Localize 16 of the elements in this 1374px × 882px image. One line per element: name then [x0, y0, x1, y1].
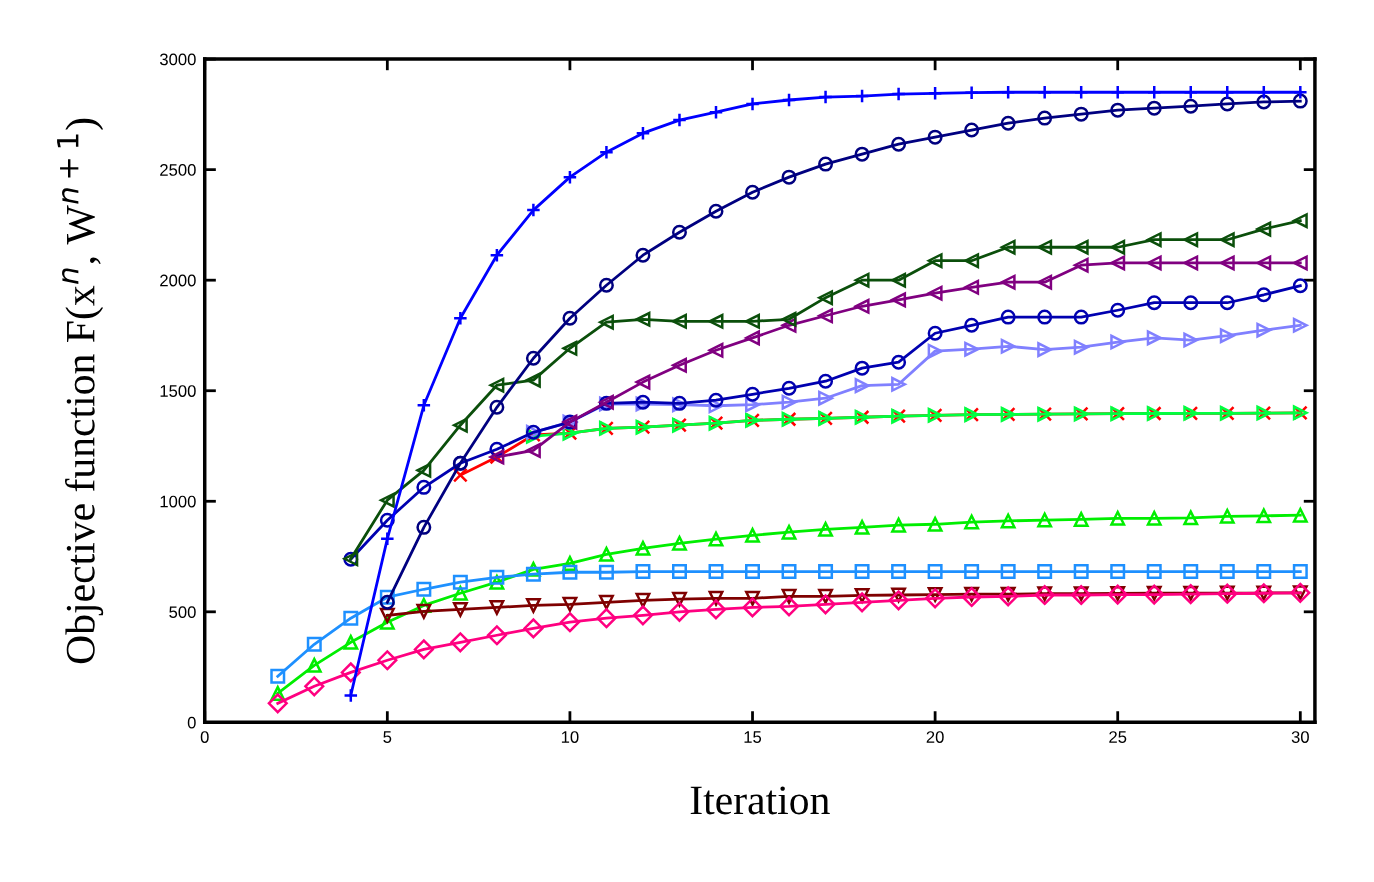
- y-tick-label: 0: [187, 716, 196, 729]
- x-tick-label: 15: [744, 731, 762, 743]
- x-tick-label: 20: [926, 731, 944, 743]
- y-axis-title: Objective function F(x$^{n}$, W$^{n+1}$): [57, 118, 104, 664]
- y-tick-label: 500: [169, 606, 196, 619]
- y-tick-label: 1500: [160, 385, 196, 397]
- x-tick-label: 5: [383, 731, 392, 743]
- y-tick-label: 2500: [160, 164, 196, 176]
- x-tick-label: 30: [1291, 731, 1309, 743]
- x-tick-label: 10: [561, 731, 579, 743]
- y-tick-label: 3000: [159, 53, 196, 66]
- x-tick-label: 25: [1109, 731, 1127, 743]
- x-axis-title: Iteration: [690, 786, 830, 815]
- x-tick-label: 0: [200, 731, 209, 743]
- y-tick-label: 1000: [160, 495, 196, 508]
- y-tick-label: 2000: [160, 274, 196, 287]
